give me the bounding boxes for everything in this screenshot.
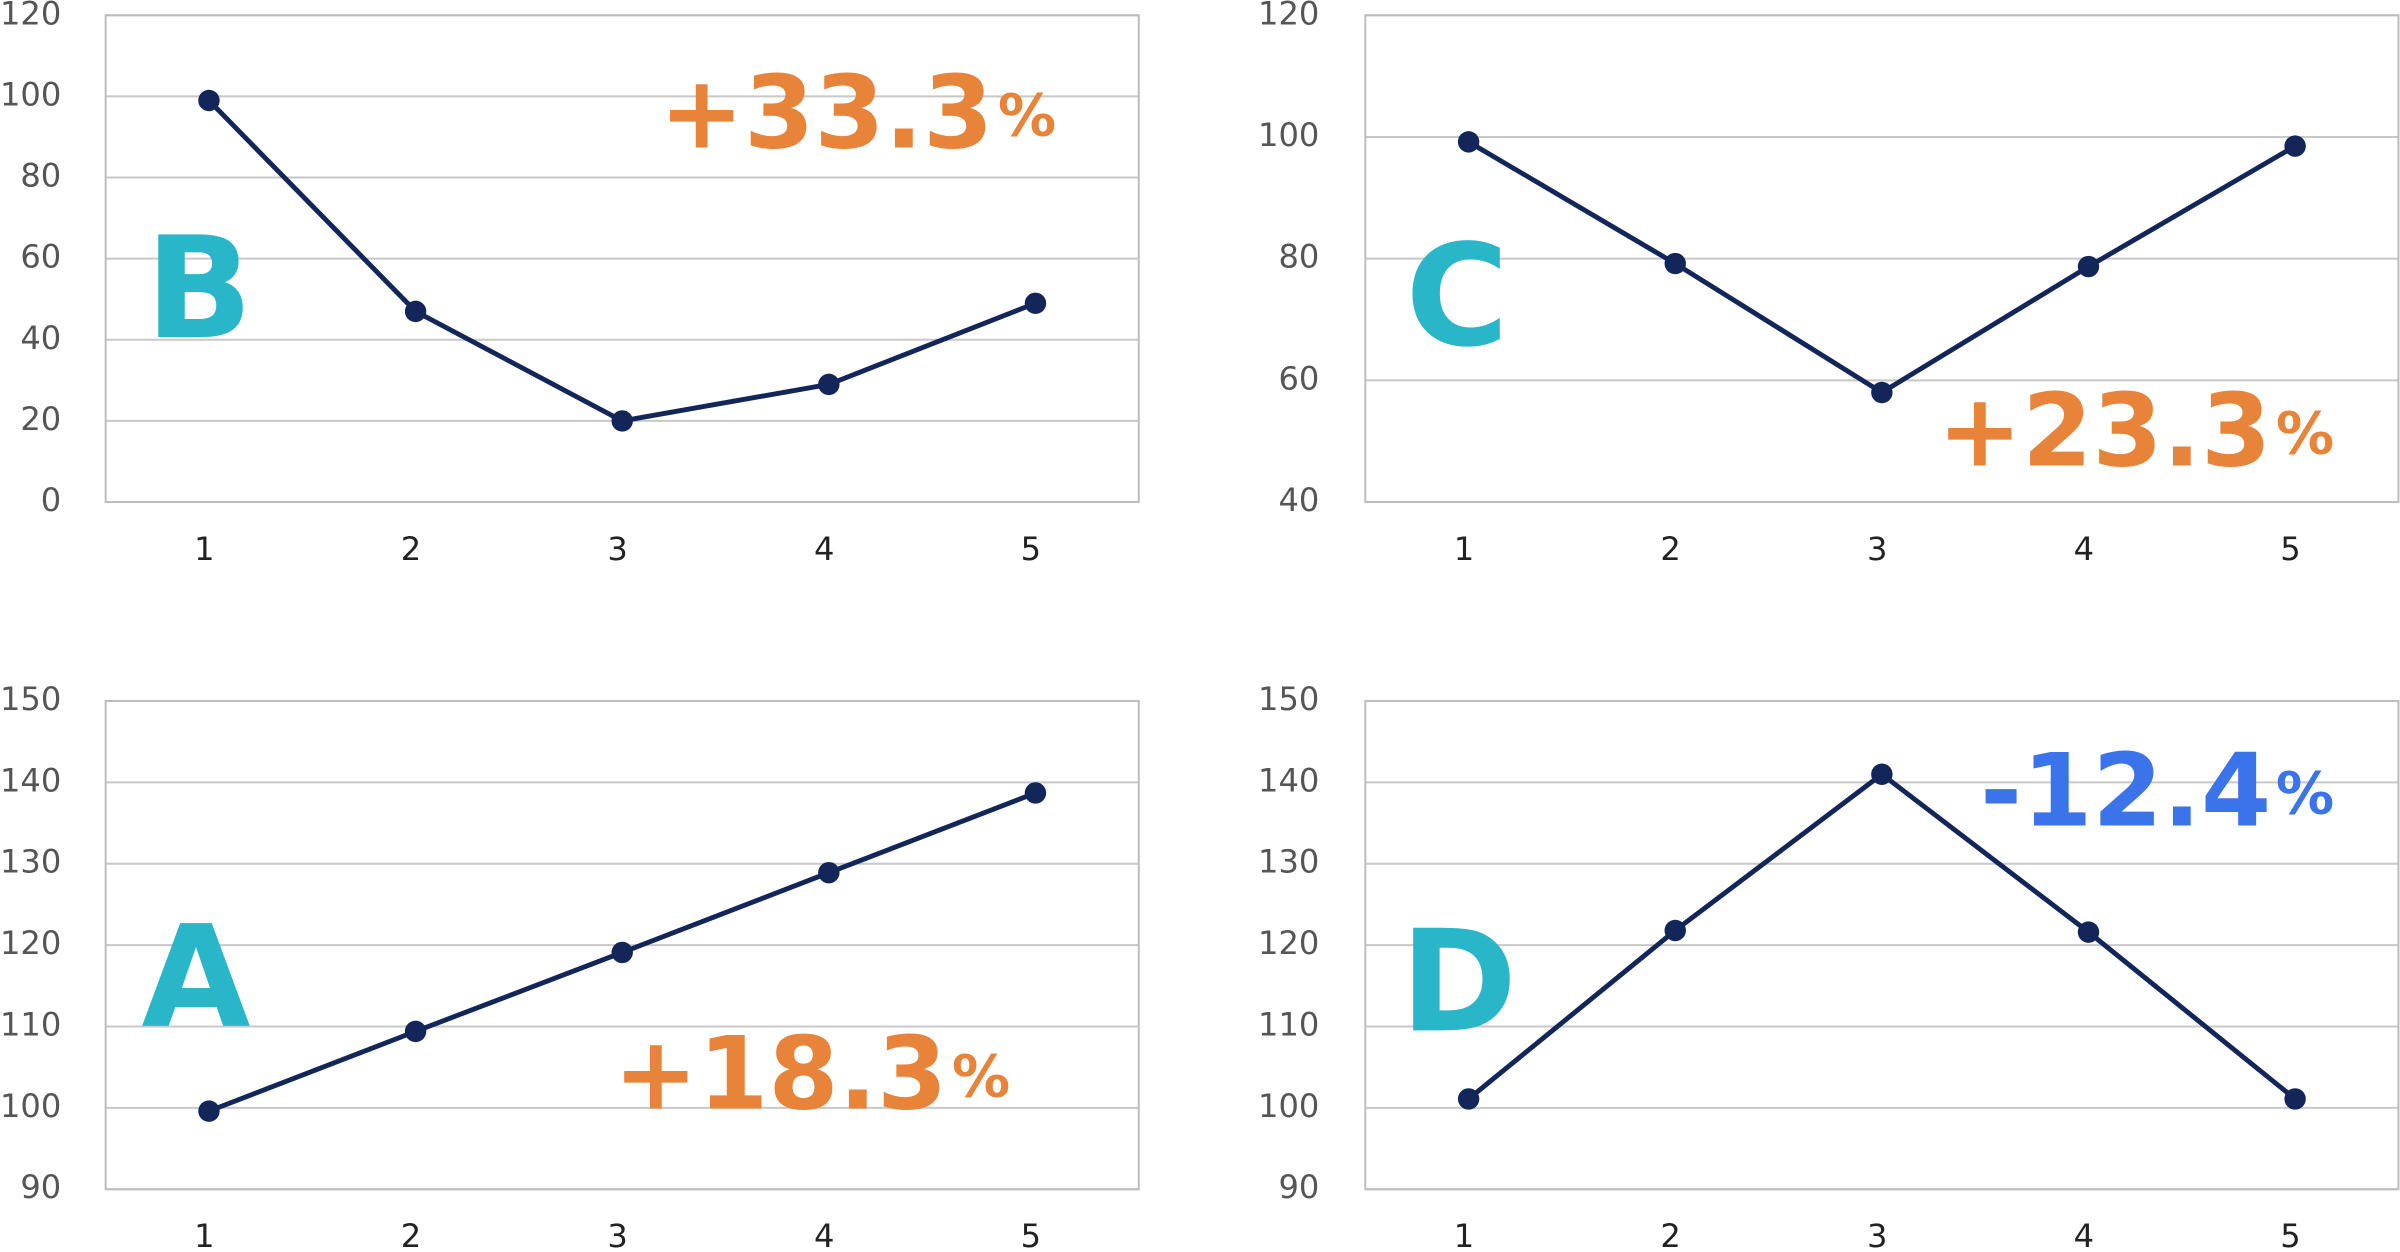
y-tick-label: 120 xyxy=(0,0,61,32)
x-tick-label: 4 xyxy=(2074,1217,2094,1252)
annotation-value: -12.4 xyxy=(1980,731,2271,849)
data-point xyxy=(1871,381,1893,404)
x-tick-label: 2 xyxy=(1660,530,1680,568)
line-chart: 40 60 80 100 120 1 2 3 4 5 C +23.3% xyxy=(1258,0,2400,568)
data-point xyxy=(198,89,220,112)
x-tick-label: 3 xyxy=(1867,530,1887,568)
x-tick-label: 2 xyxy=(401,1217,421,1252)
annotation: -12.4% xyxy=(1980,731,2334,849)
y-tick-label: 40 xyxy=(1278,481,1319,519)
x-tick-label: 5 xyxy=(1021,530,1041,568)
y-tick-label: 80 xyxy=(20,157,61,195)
data-point xyxy=(2284,1088,2306,1110)
y-tick-label: 110 xyxy=(1258,1005,1319,1043)
y-tick-label: 120 xyxy=(1258,0,1319,32)
y-tick-label: 80 xyxy=(1278,238,1319,276)
data-point xyxy=(1664,919,1686,942)
data-point xyxy=(1024,292,1047,314)
line-chart: 90 100 110 120 130 140 150 1 2 3 4 5 A +18.3% xyxy=(0,680,1140,1252)
y-tick-label: 130 xyxy=(0,843,61,881)
panel-letter: A xyxy=(141,896,250,1060)
annotation-unit: % xyxy=(998,81,1056,149)
y-tick-label: 120 xyxy=(1258,924,1319,962)
y-tick-label: 130 xyxy=(1258,843,1319,881)
data-point xyxy=(198,1100,220,1122)
annotation: +23.3% xyxy=(1937,372,2334,490)
x-tick-label: 4 xyxy=(814,1217,834,1252)
data-point xyxy=(2284,135,2306,157)
y-tick-label: 110 xyxy=(0,1005,61,1043)
annotation-value: +18.3 xyxy=(614,1014,948,1132)
data-point xyxy=(1457,1088,1480,1110)
data-point xyxy=(1024,782,1047,804)
data-point xyxy=(611,941,633,964)
data-point xyxy=(404,1020,427,1043)
y-tick-label: 140 xyxy=(1258,761,1319,799)
y-tick-label: 60 xyxy=(20,238,61,276)
panel-letter: C xyxy=(1405,215,1508,379)
data-point xyxy=(1871,763,1893,785)
x-tick-label: 1 xyxy=(194,1217,214,1252)
annotation: +33.3% xyxy=(659,53,1056,171)
y-tick-label: 40 xyxy=(20,319,61,357)
x-tick-label: 5 xyxy=(2280,1217,2300,1252)
data-point xyxy=(818,373,840,396)
data-point xyxy=(1457,131,1480,153)
annotation-unit: % xyxy=(2276,400,2334,468)
plot-frame xyxy=(1364,14,2400,504)
y-tick-label: 140 xyxy=(0,761,61,799)
x-tick-label: 3 xyxy=(607,530,627,568)
line-chart: 90 100 110 120 130 140 150 1 2 3 4 5 D -12.4% xyxy=(1258,680,2400,1252)
annotation-unit: % xyxy=(2276,760,2334,828)
y-tick-label: 100 xyxy=(1258,1087,1319,1125)
data-point xyxy=(818,861,840,884)
y-tick-label: 150 xyxy=(0,680,61,718)
x-tick-label: 5 xyxy=(1021,1217,1041,1252)
annotation: +18.3% xyxy=(614,1014,1011,1132)
y-tick-label: 60 xyxy=(1278,359,1319,397)
data-point xyxy=(404,300,427,323)
panel-letter: D xyxy=(1400,900,1517,1064)
y-tick-label: 100 xyxy=(0,1087,61,1125)
plot-frame xyxy=(104,700,1140,1191)
panel-letter: B xyxy=(145,207,252,371)
y-tick-label: 90 xyxy=(1278,1168,1319,1206)
x-tick-label: 5 xyxy=(2280,530,2300,568)
y-tick-label: 100 xyxy=(1258,116,1319,154)
series-line xyxy=(1467,139,2297,396)
data-point xyxy=(2077,921,2100,943)
y-tick-label: 20 xyxy=(20,400,61,438)
annotation-value: +33.3 xyxy=(659,53,993,171)
plot-frame xyxy=(104,14,1140,504)
x-tick-label: 3 xyxy=(1867,1217,1887,1252)
x-tick-label: 3 xyxy=(607,1217,627,1252)
line-chart: 0 20 40 60 80 100 120 1 2 3 4 5 B +33.3% xyxy=(0,0,1140,568)
y-tick-label: 90 xyxy=(20,1168,61,1206)
y-tick-label: 150 xyxy=(1258,680,1319,718)
x-tick-label: 1 xyxy=(1454,1217,1474,1252)
x-tick-label: 1 xyxy=(1454,530,1474,568)
y-tick-label: 120 xyxy=(0,924,61,962)
data-point xyxy=(2077,255,2100,278)
annotation-unit: % xyxy=(952,1043,1010,1111)
x-tick-label: 4 xyxy=(2074,530,2094,568)
x-tick-label: 2 xyxy=(1660,1217,1680,1252)
x-tick-label: 1 xyxy=(194,530,214,568)
data-point xyxy=(611,410,633,432)
y-tick-label: 100 xyxy=(0,75,61,113)
x-tick-label: 2 xyxy=(401,530,421,568)
data-point xyxy=(1664,252,1686,275)
y-tick-label: 0 xyxy=(41,481,61,519)
plot-frame xyxy=(1364,700,2400,1191)
annotation-value: +23.3 xyxy=(1937,372,2271,490)
x-tick-label: 4 xyxy=(814,530,834,568)
